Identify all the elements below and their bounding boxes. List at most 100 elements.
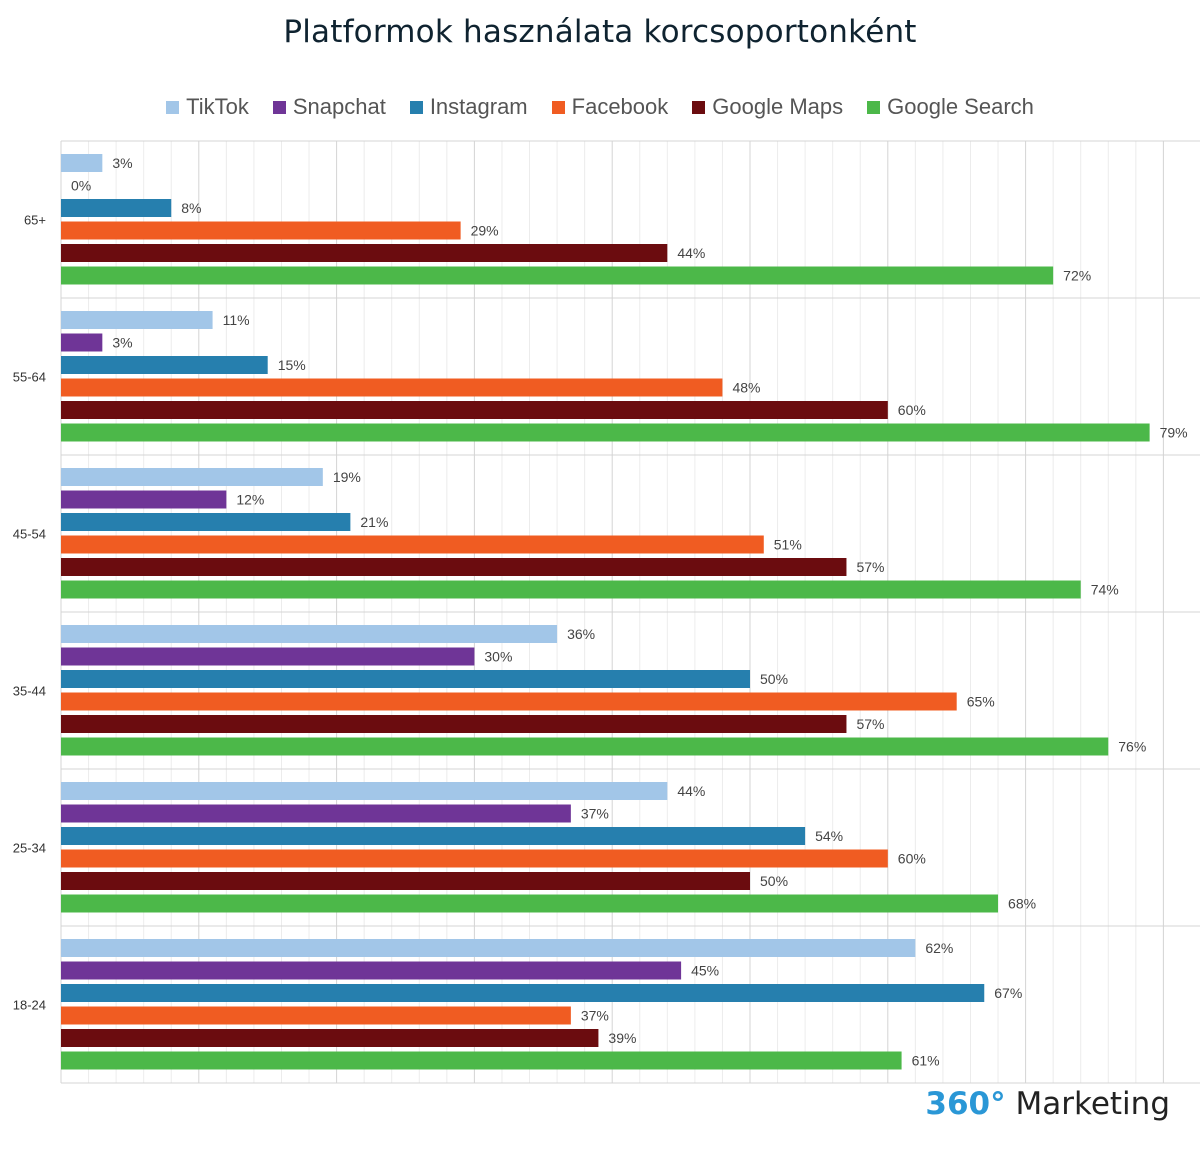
data-label: 51%	[774, 537, 802, 553]
bar	[61, 580, 1081, 599]
bar	[61, 423, 1150, 442]
bar	[61, 311, 213, 329]
bar	[61, 939, 916, 957]
data-label: 30%	[484, 649, 512, 665]
bar	[61, 513, 351, 531]
legend-swatch	[551, 100, 565, 114]
legend-label: Facebook	[571, 94, 669, 119]
bar	[61, 737, 1109, 756]
data-label: 61%	[912, 1053, 940, 1069]
data-label: 50%	[760, 873, 788, 889]
data-label: 15%	[278, 357, 306, 373]
data-label: 37%	[581, 806, 609, 822]
bar	[61, 1006, 571, 1025]
legend-swatch	[867, 100, 881, 114]
data-label: 57%	[856, 716, 884, 732]
data-label: 44%	[677, 245, 705, 261]
data-label: 3%	[112, 335, 132, 351]
data-label: 8%	[181, 200, 201, 216]
legend-item: Instagram	[409, 94, 528, 120]
bar	[61, 827, 806, 845]
category-label: 65+	[24, 213, 46, 228]
data-label: 76%	[1118, 739, 1146, 755]
bar	[61, 961, 682, 980]
data-label: 37%	[581, 1008, 609, 1024]
brand-text: Marketing	[1005, 1086, 1170, 1122]
data-label: 50%	[760, 671, 788, 687]
bar	[61, 154, 103, 172]
legend-item: Facebook	[551, 94, 669, 120]
legend-swatch	[692, 100, 706, 114]
data-label: 60%	[898, 851, 926, 867]
category-label: 55-64	[13, 370, 46, 385]
legend-label: Google Search	[887, 94, 1034, 119]
bar	[61, 244, 668, 262]
category-label: 35-44	[13, 684, 46, 699]
bar	[61, 266, 1054, 285]
data-label: 29%	[471, 223, 499, 239]
data-label: 68%	[1008, 896, 1036, 912]
data-label: 67%	[994, 985, 1022, 1001]
data-label: 62%	[925, 940, 953, 956]
bar	[61, 490, 227, 509]
bar	[61, 782, 668, 800]
bar	[61, 715, 847, 733]
data-label: 39%	[608, 1030, 636, 1046]
bar	[61, 1051, 902, 1070]
legend-item: TikTok	[166, 94, 249, 120]
data-label: 36%	[567, 626, 595, 642]
legend: TikTok Snapchat Instagram Facebook Google Ma…	[0, 94, 1200, 120]
data-label: 79%	[1160, 425, 1188, 441]
bar	[61, 535, 764, 554]
legend-label: Instagram	[429, 94, 528, 119]
bar	[61, 401, 888, 419]
bar	[61, 984, 985, 1002]
bar	[61, 378, 723, 397]
data-label: 0%	[71, 178, 91, 194]
legend-item: Snapchat	[272, 94, 386, 120]
bar	[61, 894, 999, 913]
data-label: 44%	[677, 783, 705, 799]
bar	[61, 558, 847, 576]
legend-swatch	[166, 100, 180, 114]
bar	[61, 872, 750, 890]
brand-number: 360°	[925, 1086, 1006, 1122]
data-label: 65%	[967, 694, 995, 710]
data-label: 74%	[1091, 582, 1119, 598]
category-label: 25-34	[13, 841, 46, 856]
data-label: 12%	[236, 492, 264, 508]
legend-item: Google Maps	[692, 94, 843, 120]
bar	[61, 468, 323, 486]
bar	[61, 647, 475, 666]
data-label: 57%	[856, 559, 884, 575]
data-label: 45%	[691, 963, 719, 979]
legend-item: Google Search	[867, 94, 1034, 120]
bar	[61, 692, 957, 711]
bar	[61, 199, 172, 217]
legend-label: Snapchat	[292, 94, 386, 119]
legend-swatch	[272, 100, 286, 114]
category-label: 18-24	[13, 998, 46, 1013]
bar	[61, 333, 103, 352]
bar	[61, 804, 571, 823]
data-label: 48%	[732, 380, 760, 396]
data-label: 3%	[112, 155, 132, 171]
bar	[61, 1029, 599, 1047]
category-label: 45-54	[13, 527, 46, 542]
bar	[61, 625, 558, 643]
brand-logo: 360° Marketing	[925, 1086, 1170, 1122]
data-label: 60%	[898, 402, 926, 418]
bar	[61, 849, 888, 868]
bar	[61, 221, 461, 240]
data-label: 11%	[223, 312, 250, 328]
chart-title: Platformok használata korcsoportonként	[283, 14, 917, 50]
legend-swatch	[409, 100, 423, 114]
data-label: 19%	[333, 469, 361, 485]
bar	[61, 670, 750, 688]
data-label: 21%	[360, 514, 388, 530]
legend-label: TikTok	[186, 94, 249, 119]
legend-label: Google Maps	[712, 94, 844, 119]
bar	[61, 356, 268, 374]
data-label: 54%	[815, 828, 843, 844]
